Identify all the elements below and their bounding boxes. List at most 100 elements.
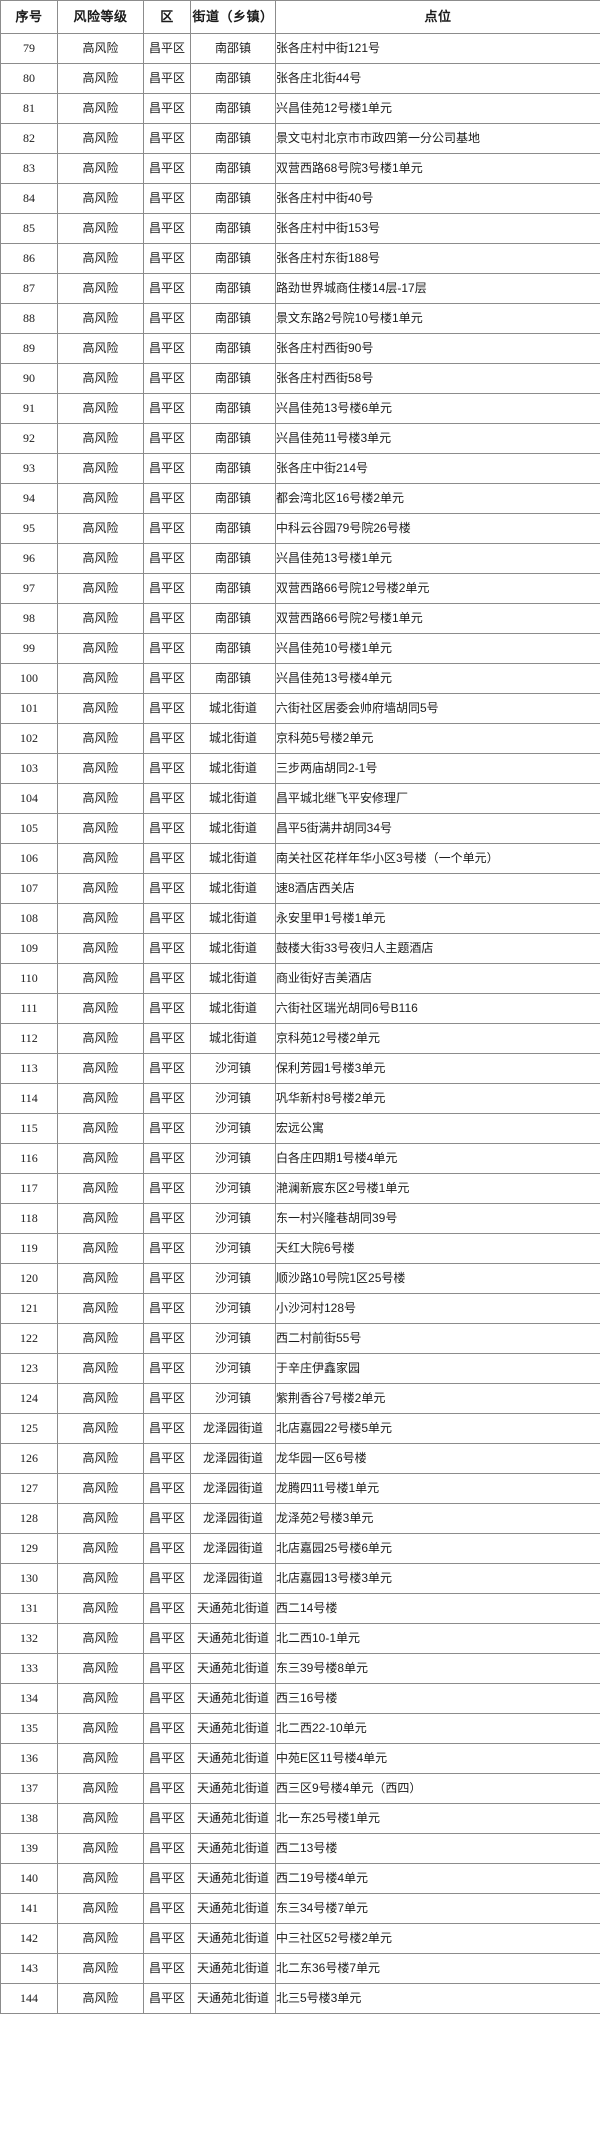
cell-street: 城北街道	[190, 753, 276, 784]
table-row: 115 高风险 昌平区 沙河镇 宏远公寓	[0, 1113, 600, 1144]
cell-seq: 85	[0, 213, 58, 244]
cell-location: 双营西路68号院3号楼1单元	[275, 153, 600, 184]
table-row: 134 高风险 昌平区 天通苑北街道 西三16号楼	[0, 1683, 600, 1714]
cell-location: 张各庄村西街58号	[275, 363, 600, 394]
cell-street: 南邵镇	[190, 183, 276, 214]
table-row: 107 高风险 昌平区 城北街道 速8酒店西关店	[0, 873, 600, 904]
cell-district: 昌平区	[143, 393, 191, 424]
cell-district: 昌平区	[143, 1773, 191, 1804]
table-header-row: 序号 风险等级 区 街道（乡镇） 点位	[0, 0, 600, 34]
cell-location: 东一村兴隆巷胡同39号	[275, 1203, 600, 1234]
cell-district: 昌平区	[143, 1983, 191, 2014]
cell-street: 沙河镇	[190, 1353, 276, 1384]
table-row: 139 高风险 昌平区 天通苑北街道 西二13号楼	[0, 1833, 600, 1864]
cell-location: 张各庄村中街121号	[275, 33, 600, 64]
cell-district: 昌平区	[143, 1653, 191, 1684]
cell-location: 顺沙路10号院1区25号楼	[275, 1263, 600, 1294]
cell-district: 昌平区	[143, 1863, 191, 1894]
cell-level: 高风险	[57, 1563, 144, 1594]
cell-location: 速8酒店西关店	[275, 873, 600, 904]
cell-level: 高风险	[57, 303, 144, 334]
cell-seq: 126	[0, 1443, 58, 1474]
table-row: 105 高风险 昌平区 城北街道 昌平5街满井胡同34号	[0, 813, 600, 844]
table-row: 99 高风险 昌平区 南邵镇 兴昌佳苑10号楼1单元	[0, 633, 600, 664]
cell-district: 昌平区	[143, 483, 191, 514]
cell-location: 北二西10-1单元	[275, 1623, 600, 1654]
cell-street: 天通苑北街道	[190, 1713, 276, 1744]
cell-street: 南邵镇	[190, 243, 276, 274]
cell-district: 昌平区	[143, 1233, 191, 1264]
cell-seq: 110	[0, 963, 58, 994]
table-row: 128 高风险 昌平区 龙泽园街道 龙泽苑2号楼3单元	[0, 1503, 600, 1534]
cell-seq: 92	[0, 423, 58, 454]
cell-level: 高风险	[57, 1803, 144, 1834]
cell-street: 天通苑北街道	[190, 1773, 276, 1804]
cell-level: 高风险	[57, 1743, 144, 1774]
table-row: 103 高风险 昌平区 城北街道 三步两庙胡同2-1号	[0, 753, 600, 784]
cell-district: 昌平区	[143, 723, 191, 754]
cell-location: 北店嘉园25号楼6单元	[275, 1533, 600, 1564]
cell-street: 沙河镇	[190, 1113, 276, 1144]
cell-location: 西三16号楼	[275, 1683, 600, 1714]
cell-level: 高风险	[57, 693, 144, 724]
cell-district: 昌平区	[143, 1743, 191, 1774]
table-row: 88 高风险 昌平区 南邵镇 景文东路2号院10号楼1单元	[0, 303, 600, 334]
cell-level: 高风险	[57, 1293, 144, 1324]
cell-seq: 95	[0, 513, 58, 544]
cell-district: 昌平区	[143, 33, 191, 64]
cell-street: 南邵镇	[190, 93, 276, 124]
cell-level: 高风险	[57, 1353, 144, 1384]
cell-district: 昌平区	[143, 1413, 191, 1444]
cell-location: 东三39号楼8单元	[275, 1653, 600, 1684]
cell-district: 昌平区	[143, 513, 191, 544]
column-header-seq: 序号	[0, 0, 58, 34]
table-row: 126 高风险 昌平区 龙泽园街道 龙华园一区6号楼	[0, 1443, 600, 1474]
cell-seq: 124	[0, 1383, 58, 1414]
cell-street: 城北街道	[190, 813, 276, 844]
cell-level: 高风险	[57, 1473, 144, 1504]
cell-level: 高风险	[57, 1833, 144, 1864]
cell-level: 高风险	[57, 843, 144, 874]
cell-street: 南邵镇	[190, 123, 276, 154]
cell-seq: 93	[0, 453, 58, 484]
cell-district: 昌平区	[143, 933, 191, 964]
cell-level: 高风险	[57, 933, 144, 964]
cell-location: 小沙河村128号	[275, 1293, 600, 1324]
cell-district: 昌平区	[143, 423, 191, 454]
cell-location: 龙华园一区6号楼	[275, 1443, 600, 1474]
cell-street: 南邵镇	[190, 633, 276, 664]
cell-street: 城北街道	[190, 993, 276, 1024]
cell-seq: 84	[0, 183, 58, 214]
cell-seq: 137	[0, 1773, 58, 1804]
table-row: 140 高风险 昌平区 天通苑北街道 西二19号楼4单元	[0, 1863, 600, 1894]
cell-seq: 118	[0, 1203, 58, 1234]
cell-level: 高风险	[57, 1263, 144, 1294]
cell-street: 沙河镇	[190, 1143, 276, 1174]
cell-seq: 108	[0, 903, 58, 934]
cell-district: 昌平区	[143, 1053, 191, 1084]
cell-district: 昌平区	[143, 1113, 191, 1144]
cell-level: 高风险	[57, 1203, 144, 1234]
cell-seq: 144	[0, 1983, 58, 2014]
cell-street: 南邵镇	[190, 573, 276, 604]
cell-street: 南邵镇	[190, 543, 276, 574]
cell-district: 昌平区	[143, 1833, 191, 1864]
cell-level: 高风险	[57, 783, 144, 814]
table-row: 143 高风险 昌平区 天通苑北街道 北二东36号楼7单元	[0, 1953, 600, 1984]
cell-location: 张各庄中街214号	[275, 453, 600, 484]
cell-level: 高风险	[57, 1233, 144, 1264]
cell-street: 城北街道	[190, 723, 276, 754]
cell-street: 城北街道	[190, 1023, 276, 1054]
cell-district: 昌平区	[143, 1473, 191, 1504]
cell-seq: 133	[0, 1653, 58, 1684]
cell-location: 中苑E区11号楼4单元	[275, 1743, 600, 1774]
cell-level: 高风险	[57, 543, 144, 574]
cell-location: 西二村前街55号	[275, 1323, 600, 1354]
cell-street: 龙泽园街道	[190, 1443, 276, 1474]
cell-location: 张各庄村西街90号	[275, 333, 600, 364]
cell-seq: 143	[0, 1953, 58, 1984]
cell-level: 高风险	[57, 723, 144, 754]
cell-level: 高风险	[57, 1323, 144, 1354]
cell-district: 昌平区	[143, 1023, 191, 1054]
cell-level: 高风险	[57, 1053, 144, 1084]
